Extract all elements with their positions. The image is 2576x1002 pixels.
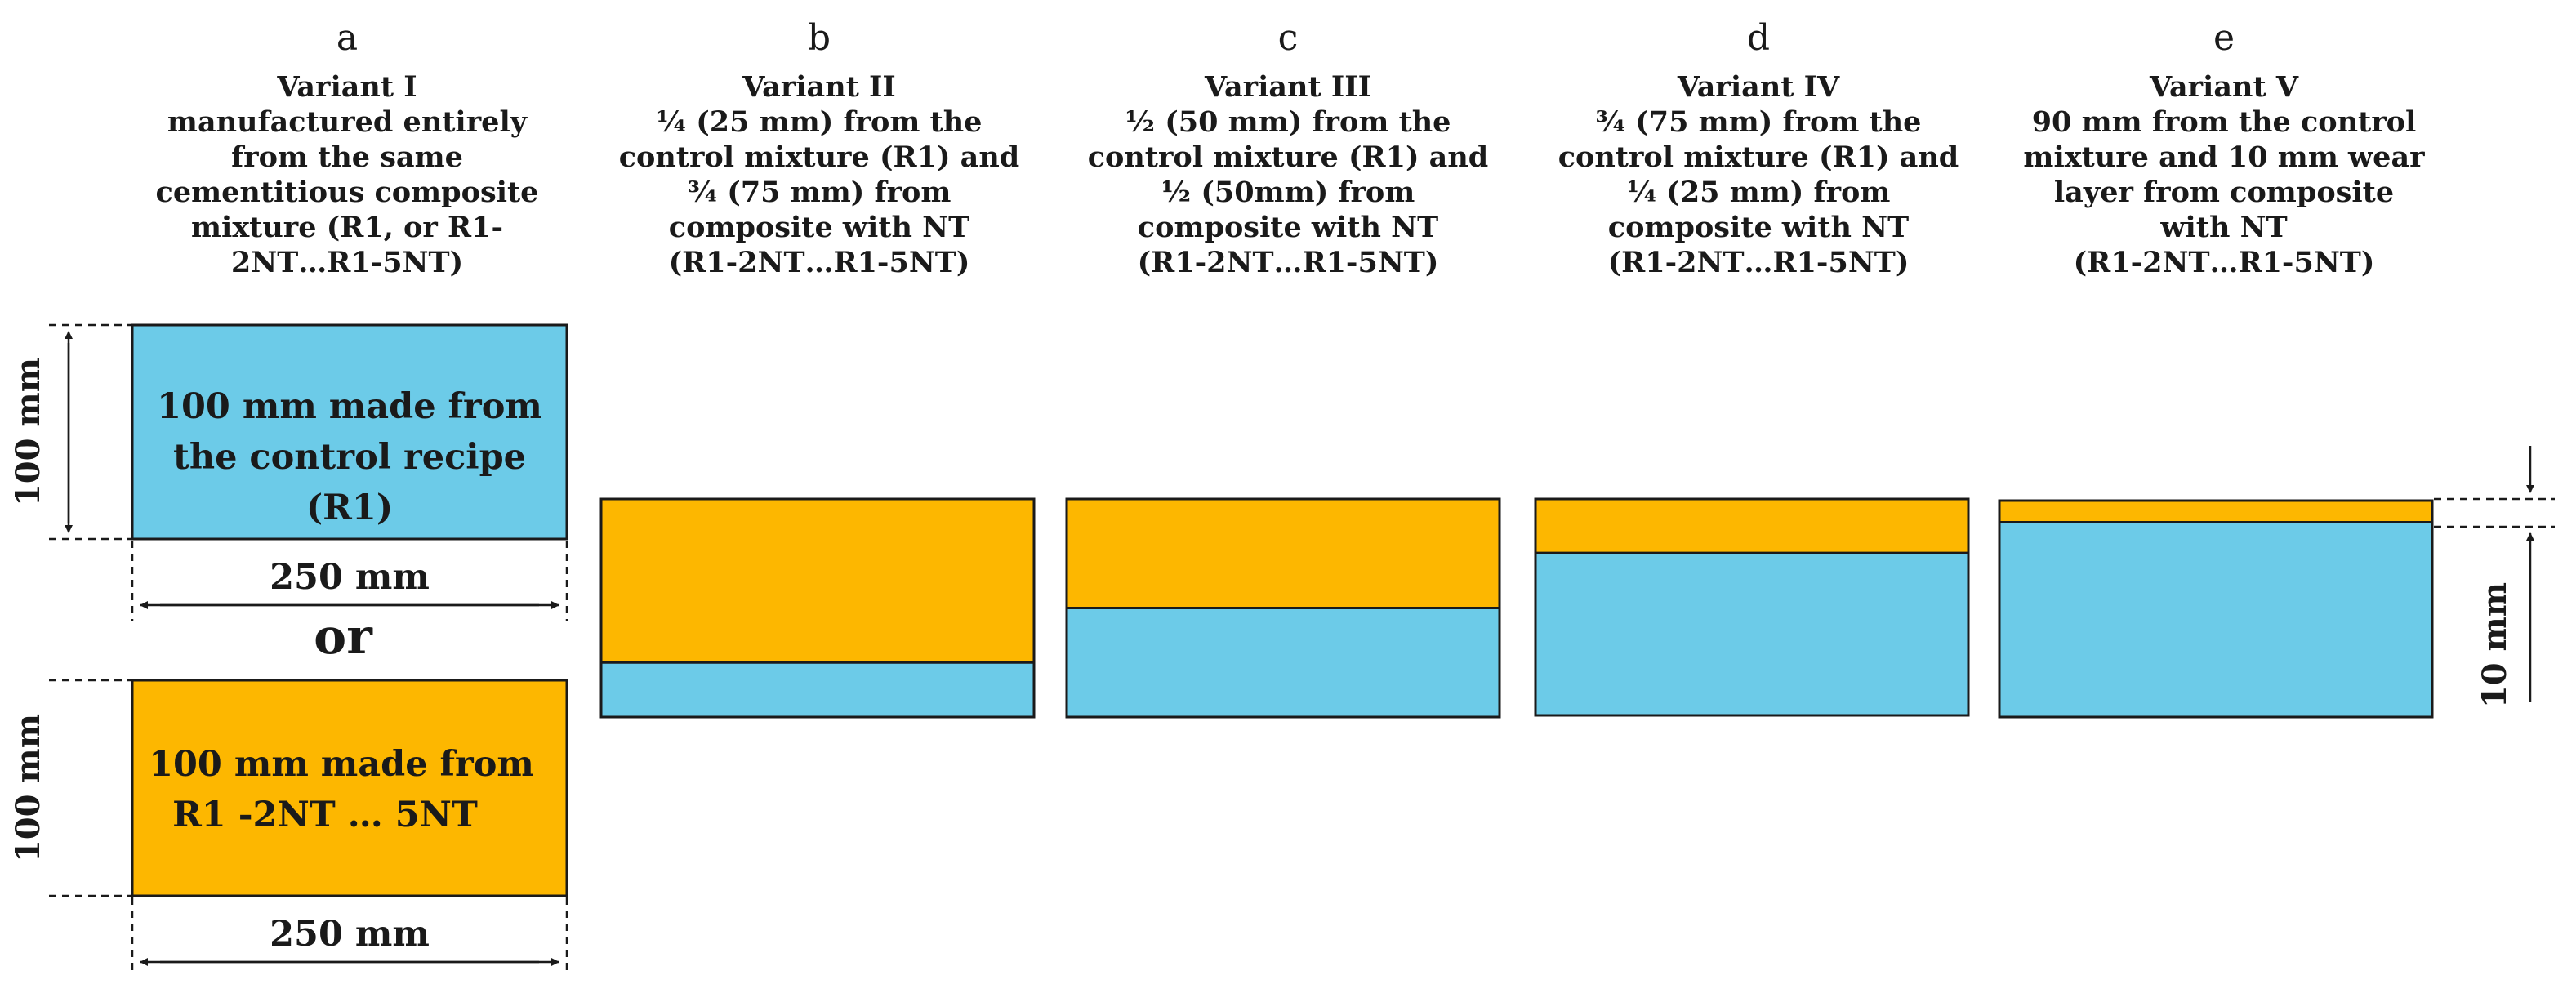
variant-b-specimen [599, 497, 1036, 719]
top-height-label: 100 mm [9, 358, 47, 506]
column-a-line: Variant I [277, 69, 417, 104]
column-d-line: ¼ (25 mm) from [1626, 175, 1891, 209]
column-d-line: Variant IV [1677, 69, 1840, 104]
column-d-description: Variant IV ¾ (75 mm) from the control mi… [1477, 69, 2040, 280]
column-b-line: Variant II [742, 69, 896, 104]
variant-e-wear-dimension [2434, 446, 2555, 702]
column-c-line: control mixture (R1) and [1087, 140, 1489, 174]
wear-layer-composite-nt [1534, 497, 1970, 554]
bottom-width-label: 250 mm [270, 914, 430, 955]
column-c-line: composite with NT [1137, 210, 1439, 244]
column-d-line: composite with NT [1607, 210, 1910, 244]
column-e-line: (R1-2NT…R1-5NT) [2073, 245, 2375, 279]
base-layer-control-r1 [1534, 551, 1970, 717]
variant-c-specimen [1065, 497, 1501, 719]
or-label: or [314, 608, 373, 666]
column-e-line: 90 mm from the control [2031, 105, 2417, 139]
column-e-line: Variant V [2150, 69, 2298, 104]
column-a-line: manufactured entirely [167, 105, 528, 139]
column-e-description: Variant V 90 mm from the control mixture… [1942, 69, 2506, 280]
column-a-description: Variant I manufactured entirely from the… [65, 69, 629, 280]
column-a-line: mixture (R1, or R1- [190, 210, 503, 244]
column-b-letter: b [807, 17, 831, 59]
column-e-line: mixture and 10 mm wear [2023, 140, 2425, 174]
wear-layer-composite-nt [1065, 497, 1501, 609]
column-b-header: b Variant II ¼ (25 mm) from the control … [537, 17, 1101, 280]
variant-a-composite-block: 100 mm made from R1 -2NT … 5NT [131, 679, 568, 897]
layered-specimens [599, 497, 2434, 719]
column-a-line: from the same [231, 140, 463, 174]
column-a-letter: a [336, 17, 359, 59]
variant-a-bottom-height-dimension [49, 679, 131, 897]
column-b-line: control mixture (R1) and [618, 140, 1020, 174]
column-d-line: control mixture (R1) and [1558, 140, 1959, 174]
column-c-letter: c [1277, 17, 1299, 59]
column-d-line: (R1-2NT…R1-5NT) [1607, 245, 1910, 279]
column-b-description: Variant II ¼ (25 mm) from the control mi… [537, 69, 1101, 280]
variant-a-control-block: 100 mm made from the control recipe (R1) [131, 323, 568, 541]
wear-layer-composite-nt [1998, 499, 2434, 523]
variant-a-top-height-dimension [49, 323, 131, 541]
variant-a-bottom-width-dimension [131, 897, 568, 975]
column-e-header: e Variant V 90 mm from the control mixtu… [1942, 17, 2506, 280]
base-layer-control-r1 [1998, 521, 2434, 719]
wear-layer-composite-nt [599, 497, 1036, 664]
column-b-line: composite with NT [668, 210, 970, 244]
composite-nt-block [131, 679, 568, 897]
column-c-line: Variant III [1205, 69, 1371, 104]
column-c-description: Variant III ½ (50 mm) from the control m… [1006, 69, 1570, 280]
composite-block-text-line: R1 -2NT … 5NT [172, 795, 478, 835]
control-block-text-line: (R1) [306, 488, 393, 528]
base-layer-control-r1 [599, 661, 1036, 719]
column-c-line: ½ (50mm) from [1161, 175, 1415, 209]
control-recipe-block [131, 323, 568, 541]
bottom-height-label: 100 mm [9, 714, 47, 862]
column-b-line: (R1-2NT…R1-5NT) [668, 245, 970, 279]
column-e-letter: e [2213, 17, 2235, 59]
column-c-line: ½ (50 mm) from the [1125, 105, 1451, 139]
column-e-line: layer from composite [2053, 175, 2395, 209]
variant-a-top-width-dimension [131, 541, 568, 621]
column-c-header: c Variant III ½ (50 mm) from the control… [1006, 17, 1570, 280]
top-width-label: 250 mm [270, 557, 430, 598]
column-b-line: ¾ (75 mm) from [687, 175, 952, 209]
column-a-header: a Variant I manufactured entirely from t… [65, 17, 629, 280]
control-block-text-line: 100 mm made from [157, 386, 542, 427]
column-c-line: (R1-2NT…R1-5NT) [1137, 245, 1439, 279]
composite-block-text-line: 100 mm made from [149, 744, 534, 785]
column-a-line: 2NT…R1-5NT) [230, 245, 464, 279]
column-b-line: ¼ (25 mm) from the [656, 105, 983, 139]
variant-e-specimen [1998, 499, 2434, 719]
wear-layer-label: 10 mm [2476, 582, 2514, 708]
column-a-line: cementitious composite [155, 175, 539, 209]
column-d-line: ¾ (75 mm) from the [1595, 105, 1922, 139]
base-layer-control-r1 [1065, 607, 1501, 719]
column-d-letter: d [1746, 17, 1771, 59]
control-block-text-line: the control recipe [173, 437, 526, 478]
column-d-header: d Variant IV ¾ (75 mm) from the control … [1477, 17, 2040, 280]
variant-d-specimen [1534, 497, 1970, 717]
column-e-line: with NT [2160, 210, 2288, 244]
